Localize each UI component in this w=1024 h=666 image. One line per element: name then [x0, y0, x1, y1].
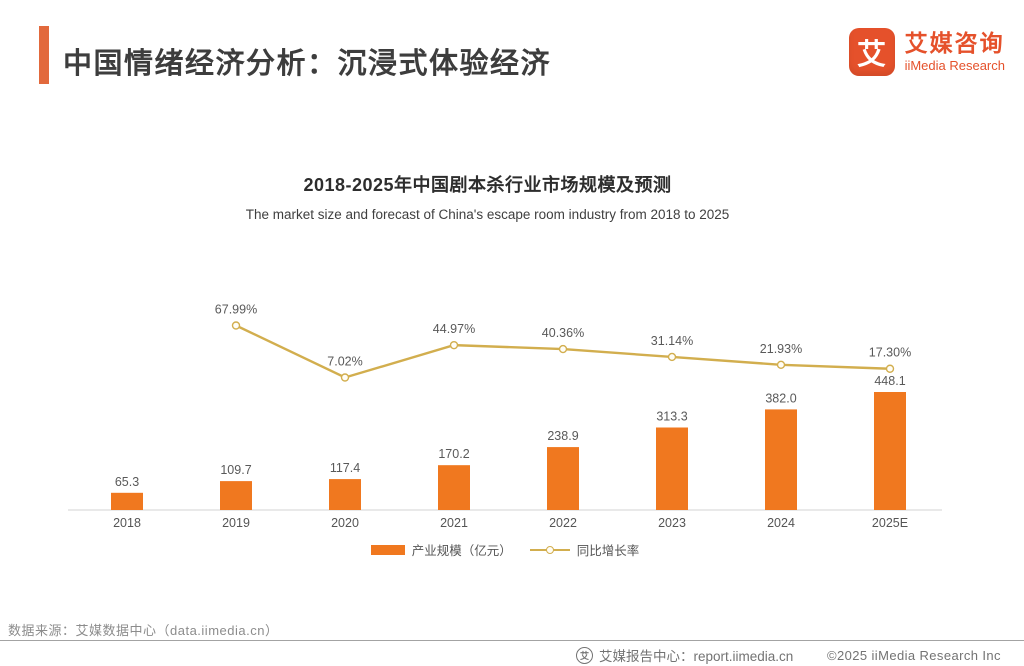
- growth-point-2021: [449, 340, 459, 350]
- report-center-link: 艾媒报告中心：report.iimedia.cn: [599, 649, 794, 664]
- bar-2023: [656, 427, 688, 510]
- bar-2018: [111, 492, 143, 510]
- chart-header: 2018-2025年中国剧本杀行业市场规模及预测 The market size…: [0, 171, 975, 222]
- x-tick-label-2018: 2018: [113, 516, 141, 530]
- copyright: ©2025 iiMedia Research Inc: [827, 648, 1001, 663]
- growth-label-2024: 21.93%: [760, 342, 802, 356]
- x-tick-label-2025E: 2025E: [872, 516, 908, 530]
- chart-legend: 产业规模（亿元） 同比增长率: [0, 540, 1010, 559]
- x-tick-label-2023: 2023: [658, 516, 686, 530]
- x-tick-label-2020: 2020: [331, 516, 359, 530]
- bar-value-label-2022: 238.9: [547, 429, 578, 443]
- bar-legend-swatch: [370, 544, 405, 555]
- growth-point-2024: [776, 360, 786, 369]
- footer-divider: [0, 640, 1024, 641]
- bar-2025E: [874, 392, 906, 510]
- bar-2022: [547, 447, 579, 510]
- bar-value-label-2019: 109.7: [220, 463, 251, 477]
- x-tick-label-2021: 2021: [440, 516, 468, 530]
- bar-value-label-2021: 170.2: [438, 447, 469, 461]
- growth-label-2022: 40.36%: [542, 326, 584, 340]
- growth-label-2021: 44.97%: [433, 322, 475, 336]
- bar-value-label-2020: 117.4: [330, 461, 360, 475]
- bar-value-label-2024: 382.0: [765, 391, 796, 405]
- line-legend-swatch: [529, 545, 570, 555]
- combo-chart: 65.3 2018 109.7 2019 117.4 2020 170.2 2021 238.9…: [68, 303, 942, 530]
- data-source: 数据来源：艾媒数据中心（data.iimedia.cn）: [8, 623, 279, 638]
- legend-item-bar: 产业规模（亿元）: [370, 540, 512, 559]
- growth-point-2019: [231, 321, 241, 330]
- iimedia-report-icon: 艾: [576, 646, 593, 664]
- logo-name-cn: 艾媒咨询: [904, 30, 1005, 57]
- x-tick-label-2024: 2024: [767, 516, 795, 530]
- growth-label-2019: 67.99%: [215, 303, 257, 317]
- growth-point-2023: [667, 352, 677, 362]
- bar-2020: [329, 479, 361, 510]
- bar-value-label-2018: 65.3: [115, 475, 139, 489]
- chart-subtitle: The market size and forecast of China's …: [245, 207, 730, 222]
- bar-2021: [438, 465, 470, 510]
- bar-2019: [220, 481, 252, 510]
- legend-item-line: 同比增长率: [529, 540, 640, 559]
- iimedia-logo-icon: 艾: [848, 28, 895, 76]
- chart-title: 2018-2025年中国剧本杀行业市场规模及预测: [303, 175, 672, 195]
- iimedia-logo: 艾 艾媒咨询 iiMedia Research: [848, 28, 1005, 76]
- bar-legend-label: 产业规模（亿元）: [411, 544, 512, 558]
- bar-value-label-2025E: 448.1: [874, 374, 905, 388]
- logo-name-en: iiMedia Research: [904, 57, 1005, 73]
- report-center: 艾 艾媒报告中心：report.iimedia.cn: [576, 645, 793, 665]
- title-accent-bar: [39, 26, 49, 84]
- x-tick-label-2022: 2022: [549, 516, 577, 530]
- bar-value-label-2023: 313.3: [656, 409, 687, 423]
- page-title: 中国情绪经济分析：沉浸式体验经济: [63, 48, 552, 80]
- line-legend-label: 同比增长率: [576, 544, 640, 558]
- bar-2024: [765, 409, 797, 510]
- growth-point-2025E: [885, 364, 895, 373]
- growth-point-2020: [340, 373, 350, 382]
- logo-text: 艾媒咨询 iiMedia Research: [904, 30, 1005, 73]
- x-tick-label-2019: 2019: [222, 516, 250, 530]
- growth-point-2022: [558, 344, 568, 354]
- growth-label-2023: 31.14%: [651, 334, 693, 348]
- growth-label-2020: 7.02%: [327, 355, 362, 369]
- growth-label-2025E: 17.30%: [869, 346, 911, 360]
